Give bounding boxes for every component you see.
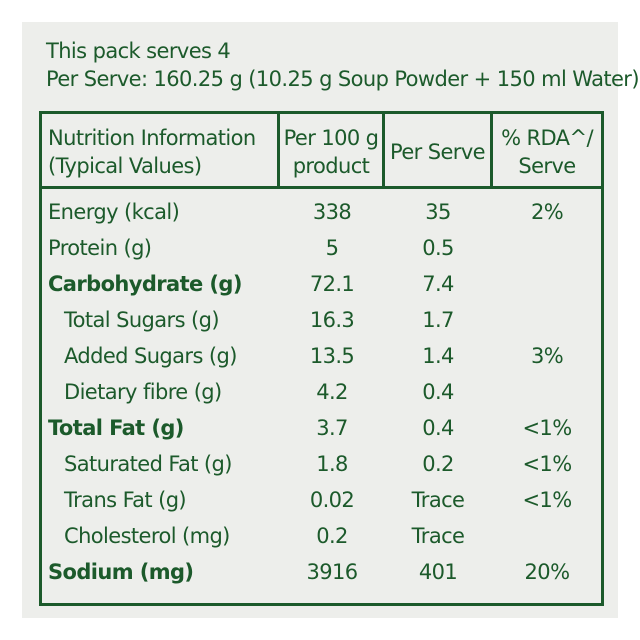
- header-label: (Typical Values): [48, 153, 202, 178]
- rda-value: 3%: [530, 344, 564, 368]
- per-100g-value: 1.8: [316, 452, 348, 476]
- row-label: Total Fat (g): [48, 416, 184, 440]
- table-row: Protein (g) 5 0.5: [42, 230, 601, 266]
- row-label: Dietary fibre (g): [64, 380, 222, 404]
- per-100g-value: 5: [325, 236, 339, 260]
- header-per-100g: Per 100 g product: [280, 114, 382, 189]
- per-serve-value: 7.4: [422, 272, 454, 296]
- per-serve-value: 0.5: [422, 236, 454, 260]
- rda-value: 20%: [524, 560, 570, 584]
- per-serve-value: Trace: [411, 488, 465, 512]
- row-label: Energy (kcal): [48, 200, 180, 224]
- per-100g-value: 3916: [306, 560, 358, 584]
- per-serve-value: 0.4: [422, 380, 454, 404]
- per-serve-value: 0.4: [422, 416, 454, 440]
- header-label: product: [292, 153, 370, 178]
- table-row: Cholesterol (mg) 0.2 Trace: [42, 518, 601, 554]
- header-label: Serve: [518, 153, 576, 178]
- column-divider: [490, 114, 493, 186]
- column-divider: [277, 114, 280, 186]
- header-per-serve: Per Serve: [385, 114, 490, 189]
- table-row: Total Fat (g) 3.7 0.4 <1%: [42, 410, 601, 446]
- rda-value: <1%: [522, 416, 572, 440]
- table-row: Saturated Fat (g) 1.8 0.2 <1%: [42, 446, 601, 482]
- nutrition-panel: This pack serves 4 Per Serve: 160.25 g (…: [22, 22, 640, 618]
- row-label: Total Sugars (g): [64, 308, 220, 332]
- per-serve-value: Trace: [411, 524, 465, 548]
- table-row: Added Sugars (g) 13.5 1.4 3%: [42, 338, 601, 374]
- table-row: Trans Fat (g) 0.02 Trace <1%: [42, 482, 601, 518]
- header-nutrition-information: Nutrition Information (Typical Values): [48, 114, 276, 189]
- per-100g-value: 4.2: [316, 380, 348, 404]
- rda-value: 2%: [530, 200, 564, 224]
- per-serve-value: 401: [418, 560, 458, 584]
- per-100g-value: 72.1: [309, 272, 355, 296]
- header-label: Nutrition Information: [48, 125, 256, 150]
- row-label: Trans Fat (g): [64, 488, 187, 512]
- per-100g-value: 0.2: [316, 524, 348, 548]
- table-row: Total Sugars (g) 16.3 1.7: [42, 302, 601, 338]
- column-divider: [382, 114, 385, 186]
- header-divider: [42, 186, 601, 189]
- row-label: Protein (g): [48, 236, 152, 260]
- per-100g-value: 3.7: [316, 416, 348, 440]
- row-label: Sodium (mg): [48, 560, 194, 584]
- table-row: Energy (kcal) 338 35 2%: [42, 194, 601, 230]
- per-100g-value: 13.5: [309, 344, 355, 368]
- serving-info: This pack serves 4 Per Serve: 160.25 g (…: [46, 37, 640, 93]
- pack-serves-text: This pack serves 4: [46, 39, 231, 63]
- table-row: Dietary fibre (g) 4.2 0.4: [42, 374, 601, 410]
- header-label: Per 100 g: [283, 125, 379, 150]
- per-100g-value: 16.3: [309, 308, 355, 332]
- per-100g-value: 0.02: [309, 488, 355, 512]
- table-row: Carbohydrate (g) 72.1 7.4: [42, 266, 601, 302]
- row-label: Added Sugars (g): [64, 344, 237, 368]
- table-row: Sodium (mg) 3916 401 20%: [42, 554, 601, 590]
- rda-value: <1%: [522, 488, 572, 512]
- row-label: Cholesterol (mg): [64, 524, 230, 548]
- header-label: Per Serve: [390, 139, 486, 164]
- per-serve-value: 1.4: [422, 344, 454, 368]
- per-serve-text: Per Serve: 160.25 g (10.25 g Soup Powder…: [46, 67, 640, 91]
- row-label: Carbohydrate (g): [48, 272, 242, 296]
- per-100g-value: 338: [312, 200, 352, 224]
- header-rda: % RDA^/ Serve: [493, 114, 601, 189]
- row-label: Saturated Fat (g): [64, 452, 232, 476]
- nutrition-table: Nutrition Information (Typical Values) P…: [39, 111, 604, 606]
- rda-value: <1%: [522, 452, 572, 476]
- per-serve-value: 1.7: [422, 308, 454, 332]
- per-serve-value: 35: [425, 200, 451, 224]
- per-serve-value: 0.2: [422, 452, 454, 476]
- header-label: % RDA^/: [501, 125, 593, 150]
